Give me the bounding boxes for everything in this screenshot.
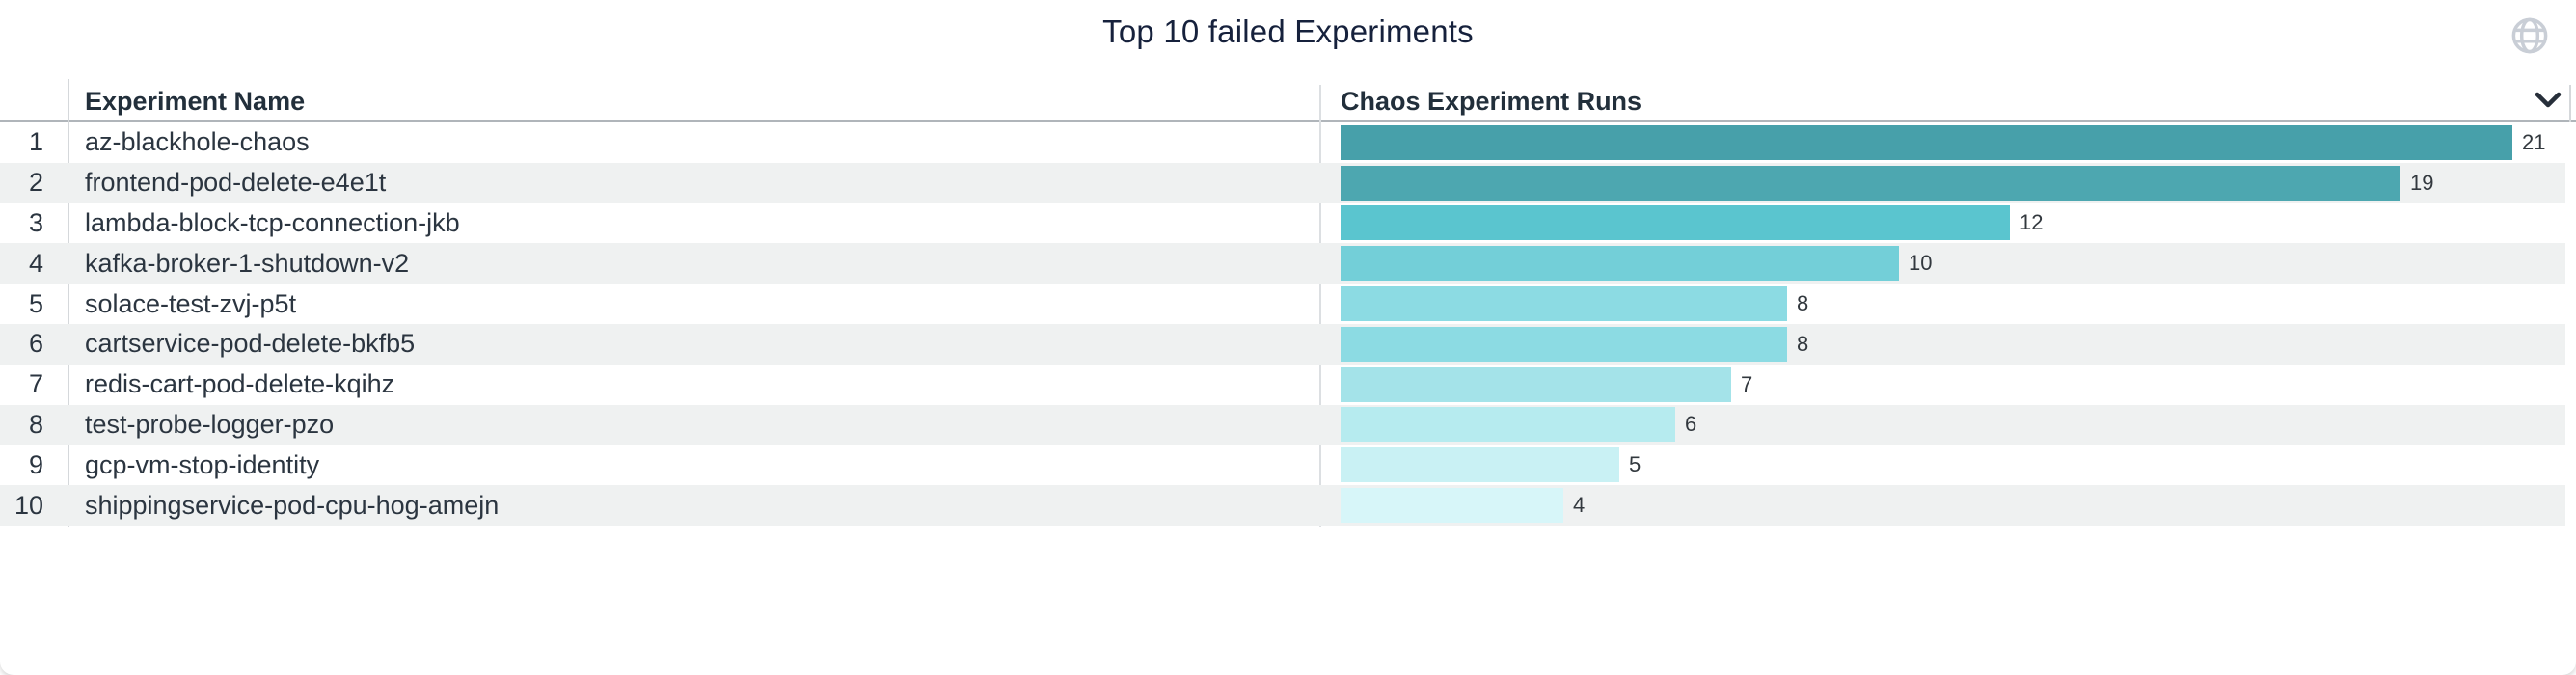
row-rank: 5 bbox=[28, 288, 43, 318]
bar-cell: 12 bbox=[1321, 203, 2565, 244]
experiment-name: gcp-vm-stop-identity bbox=[85, 449, 320, 479]
bar-value-label: 8 bbox=[1797, 291, 1809, 316]
experiment-runs-bar bbox=[1341, 205, 2010, 241]
chart-title: Top 10 failed Experiments bbox=[1102, 14, 1474, 49]
bar-cell: 6 bbox=[1321, 405, 2565, 446]
table-row[interactable]: 2 frontend-pod-delete-e4e1t 19 bbox=[0, 162, 2565, 203]
column-header-chaos-experiment-runs[interactable]: Chaos Experiment Runs bbox=[1341, 87, 1642, 116]
experiment-name: lambda-block-tcp-connection-jkb bbox=[85, 207, 460, 237]
row-rank: 7 bbox=[28, 369, 43, 399]
bar-cell: 21 bbox=[1321, 122, 2565, 163]
experiment-runs-bar bbox=[1341, 447, 1619, 483]
experiment-runs-bar bbox=[1341, 326, 1787, 362]
row-rank: 2 bbox=[28, 168, 43, 198]
table-header: Experiment Name Chaos Experiment Runs bbox=[0, 77, 2576, 122]
bar-cell: 19 bbox=[1321, 163, 2565, 203]
table-row[interactable]: 8 test-probe-logger-pzo 6 bbox=[0, 404, 2565, 446]
table-row[interactable]: 6 cartservice-pod-delete-bkfb5 8 bbox=[0, 323, 2565, 364]
bar-value-label: 8 bbox=[1797, 331, 1809, 356]
bar-value-label: 21 bbox=[2522, 129, 2546, 154]
row-rank: 3 bbox=[28, 207, 43, 237]
column-divider-left bbox=[68, 79, 69, 526]
row-rank: 9 bbox=[28, 449, 43, 479]
table-row[interactable]: 5 solace-test-zvj-p5t 8 bbox=[0, 284, 2565, 324]
experiment-name: frontend-pod-delete-e4e1t bbox=[85, 168, 387, 198]
column-header-experiment-name[interactable]: Experiment Name bbox=[85, 87, 306, 116]
experiment-name: kafka-broker-1-shutdown-v2 bbox=[85, 248, 410, 278]
experiment-runs-bar bbox=[1341, 246, 1899, 282]
table-row[interactable]: 3 lambda-block-tcp-connection-jkb 12 bbox=[0, 203, 2565, 244]
bar-value-label: 4 bbox=[1573, 493, 1586, 518]
experiment-runs-bar bbox=[1341, 124, 2512, 160]
globe-icon bbox=[2509, 15, 2550, 56]
bar-cell: 5 bbox=[1321, 445, 2565, 485]
row-rank: 6 bbox=[28, 329, 43, 359]
experiment-runs-bar bbox=[1341, 488, 1563, 524]
bar-value-label: 6 bbox=[1685, 412, 1697, 437]
bar-value-label: 7 bbox=[1741, 371, 1753, 396]
column-divider-right bbox=[2569, 85, 2571, 122]
table-row[interactable]: 10 shippingservice-pod-cpu-hog-amejn 4 bbox=[0, 485, 2565, 526]
bar-cell: 8 bbox=[1321, 324, 2565, 364]
row-rank: 8 bbox=[28, 409, 43, 439]
table-body: 1 az-blackhole-chaos 21 2 frontend-pod-d… bbox=[0, 122, 2565, 526]
experiment-name: az-blackhole-chaos bbox=[85, 127, 310, 157]
bar-value-label: 5 bbox=[1629, 452, 1641, 477]
experiment-runs-bar bbox=[1341, 407, 1675, 443]
table-row[interactable]: 1 az-blackhole-chaos 21 bbox=[0, 122, 2565, 163]
row-rank: 4 bbox=[28, 248, 43, 278]
chevron-down-icon[interactable] bbox=[2534, 90, 2562, 111]
experiment-name: test-probe-logger-pzo bbox=[85, 409, 335, 439]
column-divider-middle bbox=[1319, 85, 1321, 526]
bar-value-label: 10 bbox=[1909, 251, 1933, 276]
experiment-name: cartservice-pod-delete-bkfb5 bbox=[85, 329, 416, 359]
table-row[interactable]: 9 gcp-vm-stop-identity 5 bbox=[0, 445, 2565, 485]
bar-value-label: 12 bbox=[2020, 210, 2044, 235]
bar-cell: 7 bbox=[1321, 364, 2565, 405]
experiment-runs-bar bbox=[1341, 165, 2400, 201]
experiment-runs-bar bbox=[1341, 366, 1731, 402]
row-rank: 1 bbox=[28, 127, 43, 157]
table-row[interactable]: 4 kafka-broker-1-shutdown-v2 10 bbox=[0, 243, 2565, 284]
table-row[interactable]: 7 redis-cart-pod-delete-kqihz 7 bbox=[0, 364, 2565, 405]
bar-cell: 4 bbox=[1321, 485, 2565, 526]
bar-cell: 8 bbox=[1321, 284, 2565, 324]
experiment-runs-bar bbox=[1341, 286, 1787, 322]
experiment-name: solace-test-zvj-p5t bbox=[85, 288, 297, 318]
row-rank: 10 bbox=[14, 490, 43, 520]
bar-value-label: 19 bbox=[2410, 170, 2434, 195]
experiment-name: shippingservice-pod-cpu-hog-amejn bbox=[85, 490, 500, 520]
bar-cell: 10 bbox=[1321, 243, 2565, 284]
experiment-name: redis-cart-pod-delete-kqihz bbox=[85, 369, 395, 399]
